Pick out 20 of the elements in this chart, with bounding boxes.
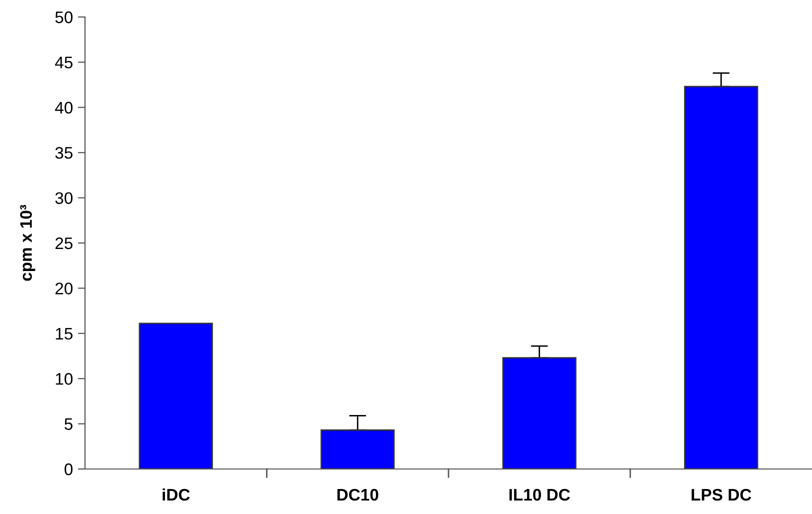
y-tick-label: 0 (64, 463, 73, 476)
x-tick-label: IL10 DC (509, 488, 570, 501)
x-tick-label: DC10 (337, 488, 378, 501)
y-tick-label: 10 (56, 373, 73, 385)
x-tick-label: iDC (162, 488, 190, 501)
x-tick-label: LPS DC (692, 488, 752, 501)
y-tick-label: 25 (55, 237, 72, 250)
y-tick-label: 50 (55, 11, 73, 24)
y-tick-label: 35 (55, 147, 72, 159)
bar (502, 357, 576, 469)
y-tick-label: 20 (55, 282, 73, 294)
bar (320, 429, 395, 469)
bar (684, 86, 758, 469)
bar (138, 322, 213, 469)
y-tick-label: 40 (55, 102, 73, 114)
y-tick-label: 15 (56, 328, 72, 340)
y-tick-label: 30 (55, 192, 73, 204)
y-axis-title: cpm x 10³ (20, 204, 36, 281)
y-tick-label: 5 (64, 418, 72, 430)
y-tick-label: 45 (55, 56, 72, 68)
